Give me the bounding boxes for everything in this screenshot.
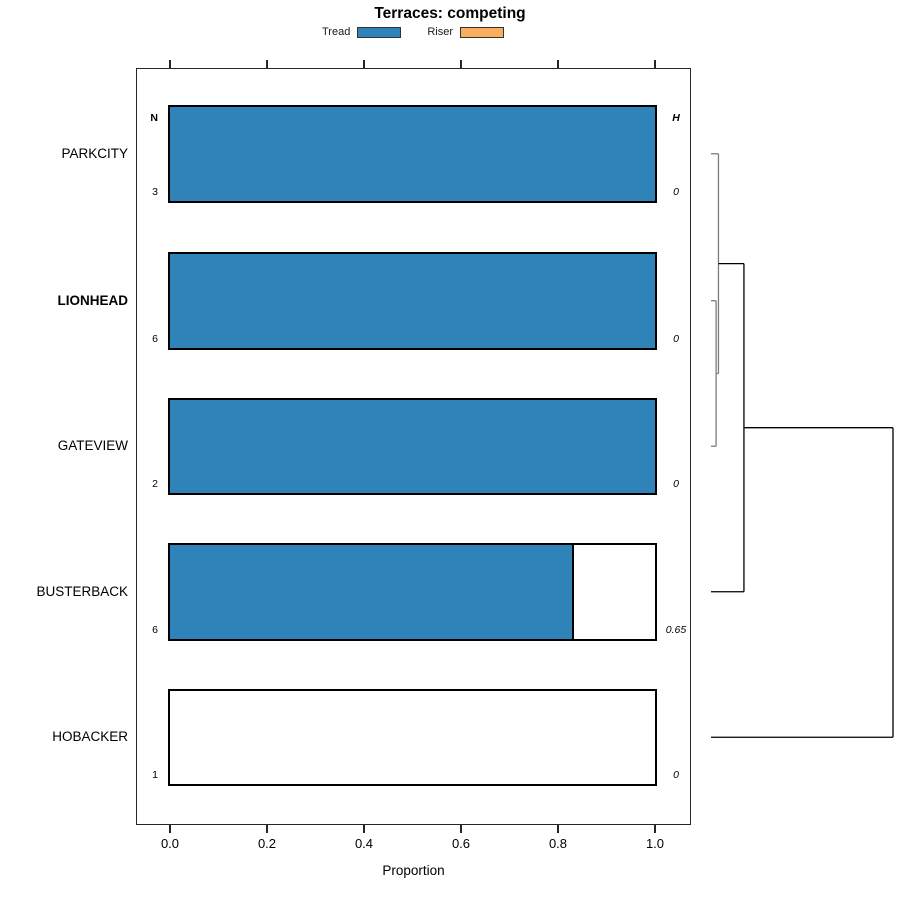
x-tick-bottom [654,825,656,833]
x-tick-top [363,60,365,68]
legend-entry-riser: Riser [427,26,504,38]
bar-row [168,543,657,641]
x-tick-label: 0.8 [548,836,568,851]
bar-segment-tread [170,399,655,493]
chart-title: Terraces: competing [374,5,526,22]
n-value: 6 [152,332,158,345]
x-tick-top [266,60,268,68]
h-value: 0 [673,769,679,781]
legend-label-tread: Tread [322,26,351,38]
x-tick-bottom [460,825,462,833]
x-tick-top [557,60,559,68]
h-value: 0 [673,185,679,198]
bar-segment-tread [170,107,655,201]
h-value: 0 [673,332,679,345]
legend-label-riser: Riser [427,26,453,38]
n-value: 3 [152,185,158,198]
category-label: BUSTERBACK [36,583,128,599]
bar-segment-tread [170,254,655,348]
bar-row [168,688,657,786]
legend: Tread Riser [0,26,826,38]
x-tick-bottom [557,825,559,833]
category-label: HOBACKER [52,729,128,745]
bar-row [168,252,657,350]
x-tick-label: 0.0 [160,836,180,851]
n-value: 2 [152,478,158,490]
n-value: 1 [152,769,158,781]
bar-row [168,397,657,495]
legend-swatch-riser-icon [460,26,504,38]
x-tick-bottom [363,825,365,833]
n-column-header: N [150,112,158,124]
x-axis-label: Proportion [382,863,445,878]
x-tick-bottom [266,825,268,833]
x-tick-label: 0.4 [354,836,374,851]
h-value: 0.65 [665,623,687,636]
x-tick-label: 0.6 [451,836,471,851]
h-column-header: H [672,112,680,124]
x-tick-top [654,60,656,68]
plot-area [136,68,691,825]
category-label: LIONHEAD [57,292,129,308]
category-label: PARKCITY [61,145,128,161]
legend-entry-tread: Tread [322,26,402,38]
n-value: 6 [152,623,158,636]
category-label: GATEVIEW [57,438,128,454]
bar-row [168,105,657,203]
x-tick-label: 0.2 [257,836,277,851]
h-value: 0 [673,478,679,490]
x-tick-top [460,60,462,68]
x-tick-top [169,60,171,68]
x-tick-bottom [169,825,171,833]
legend-swatch-tread-icon [357,26,402,38]
bar-segment-tread [170,545,574,639]
x-tick-label: 1.0 [645,836,665,851]
